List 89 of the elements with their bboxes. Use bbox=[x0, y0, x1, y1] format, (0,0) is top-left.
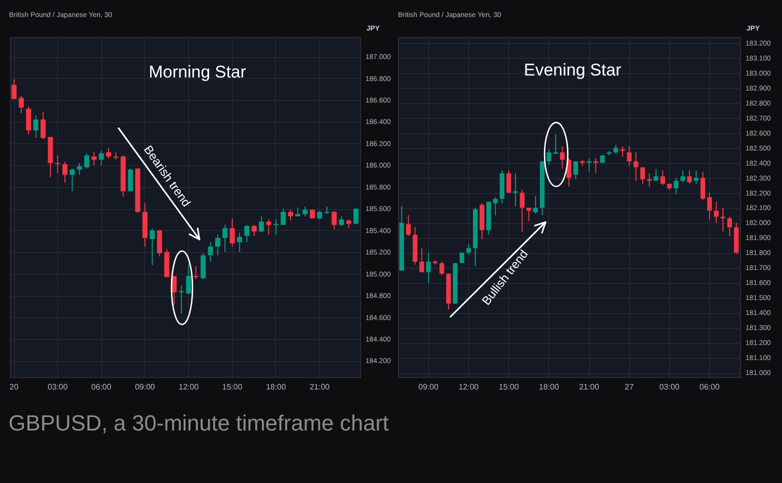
candlestick bbox=[156, 230, 162, 257]
candlestick bbox=[237, 232, 242, 253]
candlestick bbox=[680, 170, 686, 183]
x-tick-label: 15:00 bbox=[222, 382, 243, 392]
candlestick bbox=[193, 266, 198, 280]
x-tick-label: 06:00 bbox=[91, 382, 112, 392]
candlestick bbox=[560, 146, 565, 170]
candlestick bbox=[466, 243, 471, 255]
text: GBPUSD, a 30-minute timeframe chart bbox=[8, 410, 389, 436]
candlestick bbox=[62, 161, 68, 184]
candlestick bbox=[150, 228, 155, 266]
candlestick bbox=[727, 216, 732, 237]
candlestick bbox=[694, 170, 699, 184]
candlestick bbox=[338, 216, 344, 227]
candlestick bbox=[70, 168, 75, 192]
candlestick bbox=[40, 111, 46, 140]
candlestick bbox=[674, 177, 678, 195]
candlestick bbox=[230, 218, 235, 248]
candlestick bbox=[273, 218, 279, 236]
candlestick bbox=[553, 134, 558, 154]
x-tick-label: 03:00 bbox=[48, 382, 68, 392]
candlestick bbox=[266, 218, 272, 236]
candlestick bbox=[215, 234, 220, 256]
candlestick bbox=[353, 208, 359, 224]
candlestick bbox=[280, 208, 286, 226]
candlestick bbox=[419, 248, 424, 273]
candlestick bbox=[687, 170, 692, 184]
candlestick bbox=[586, 158, 592, 172]
x-tick-label: 27 bbox=[624, 382, 634, 392]
candlestick bbox=[654, 168, 658, 182]
candlestick bbox=[244, 224, 250, 243]
candlestick bbox=[33, 114, 38, 139]
candlestick bbox=[91, 152, 97, 166]
candlestick bbox=[546, 148, 552, 165]
candlestick bbox=[55, 154, 60, 174]
candlestick bbox=[646, 172, 652, 188]
x-tick-label: 18:00 bbox=[538, 382, 560, 392]
candlestick bbox=[707, 192, 712, 220]
candlestick bbox=[714, 201, 719, 224]
candlestick bbox=[302, 206, 308, 217]
candlestick bbox=[128, 168, 133, 192]
x-tick-label: 20 bbox=[10, 382, 19, 392]
candlestick bbox=[288, 209, 294, 222]
candlestick bbox=[566, 158, 572, 188]
annotation: Evening Star bbox=[524, 60, 622, 80]
candlestick bbox=[26, 106, 32, 136]
candlestick bbox=[506, 170, 512, 194]
x-tick-label: 15:00 bbox=[498, 382, 520, 392]
candlestick bbox=[533, 195, 538, 214]
candlestick bbox=[626, 146, 632, 166]
x-tick-label: 09:00 bbox=[134, 382, 156, 392]
candlestick bbox=[720, 207, 726, 232]
x-tick-label: 21:00 bbox=[579, 382, 600, 392]
candlestick bbox=[84, 152, 90, 169]
candlestick bbox=[76, 162, 82, 176]
candlestick bbox=[593, 158, 598, 174]
candlestick bbox=[200, 252, 206, 280]
candlestick bbox=[106, 147, 112, 160]
candlestick bbox=[660, 170, 666, 186]
candlestick bbox=[98, 150, 104, 166]
candlestick bbox=[640, 166, 645, 184]
candlestick bbox=[620, 146, 625, 158]
candlestick bbox=[18, 95, 24, 114]
candlestick bbox=[252, 224, 257, 236]
candlestick bbox=[520, 189, 524, 232]
annotation: Morning Star bbox=[148, 62, 246, 82]
candlestick bbox=[186, 264, 192, 295]
x-tick-label: 12:00 bbox=[178, 382, 200, 392]
candlestick bbox=[332, 210, 337, 230]
candlestick bbox=[634, 152, 638, 182]
x-tick-label: 03:00 bbox=[659, 382, 680, 392]
candlestick bbox=[573, 160, 578, 180]
candlestick bbox=[208, 242, 214, 262]
candlestick bbox=[426, 252, 431, 284]
candlestick bbox=[439, 261, 444, 276]
x-tick-label: 12:00 bbox=[458, 382, 480, 392]
candlestick bbox=[700, 171, 706, 201]
candlestick bbox=[513, 172, 518, 207]
candlestick bbox=[406, 214, 411, 237]
candlestick bbox=[178, 285, 184, 314]
x-tick-label: 06:00 bbox=[700, 382, 720, 392]
candlestick bbox=[258, 216, 264, 234]
candlestick bbox=[11, 78, 17, 100]
candlestick bbox=[222, 224, 228, 253]
x-tick-label: 09:00 bbox=[418, 382, 440, 392]
x-tick-label: 18:00 bbox=[266, 382, 287, 392]
x-tick-label: 21:00 bbox=[310, 382, 330, 392]
candlestick bbox=[526, 207, 532, 222]
candlestick bbox=[493, 196, 498, 216]
